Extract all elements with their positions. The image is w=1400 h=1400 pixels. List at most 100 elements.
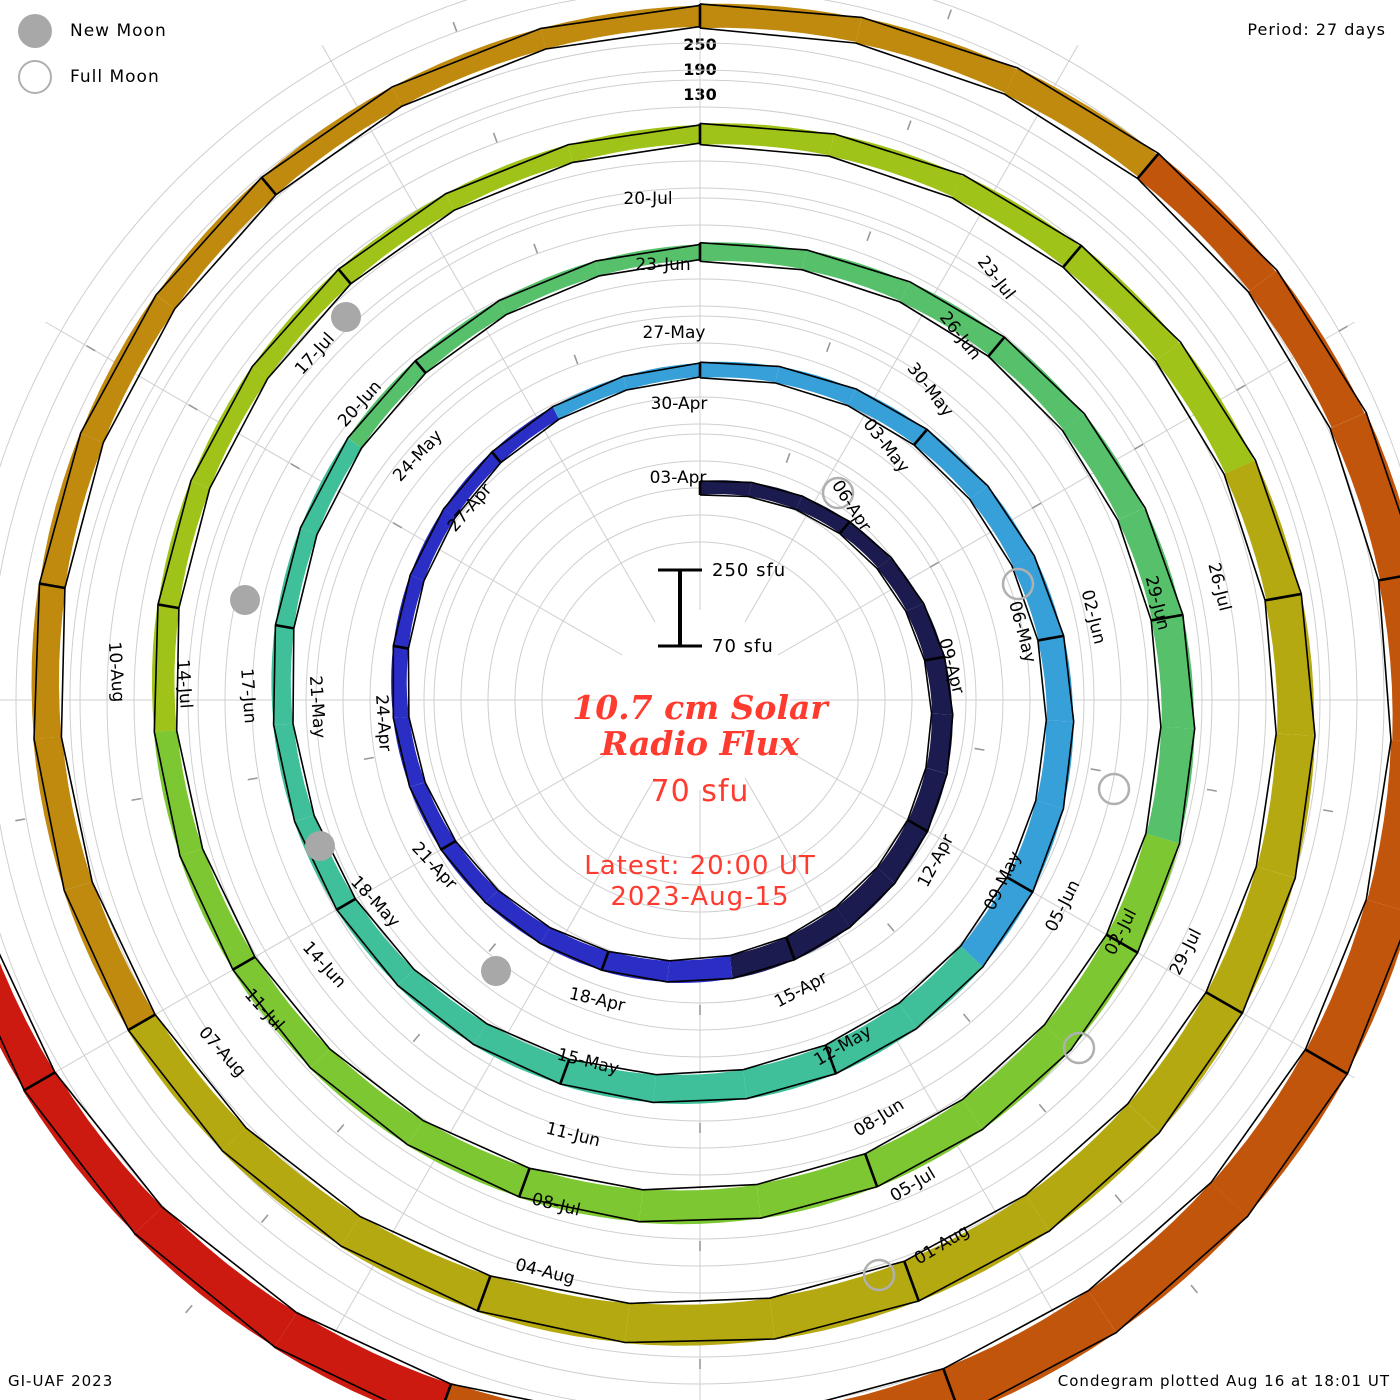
day-tick — [942, 1368, 957, 1400]
day-tick — [1304, 1048, 1349, 1075]
period-label: Period: 27 days — [1247, 20, 1386, 39]
date-label: 15-Apr — [771, 968, 831, 1012]
minor-tick — [785, 453, 791, 463]
spiral-segment — [748, 482, 803, 510]
minor-tick — [929, 561, 940, 568]
footer-timestamp: Condegram plotted Aug 16 at 18:01 UT — [1057, 1372, 1390, 1390]
spiral-segment — [847, 389, 927, 445]
spiral-segment — [393, 574, 425, 649]
spiral-segment — [31, 583, 66, 739]
spiral-segment — [445, 1382, 512, 1400]
spiral-segment — [273, 1311, 451, 1400]
scale-bar-icon — [658, 568, 702, 648]
date-label: 11-Jun — [544, 1119, 602, 1152]
footer-credit: GI-UAF 2023 — [8, 1372, 114, 1390]
spiral-segment — [1211, 1049, 1348, 1217]
spiral-segment — [962, 1024, 1071, 1130]
spiral-segment — [836, 867, 895, 928]
spiral-segment — [595, 244, 700, 276]
spiral-segment — [667, 955, 733, 983]
date-label: 14-Jul — [172, 659, 195, 710]
date-label: 21-May — [305, 675, 329, 739]
spiral-segment — [802, 249, 910, 301]
full-moon-marker — [1062, 1031, 1096, 1065]
current-value: 70 sfu — [650, 774, 750, 809]
spiral-segment — [825, 1003, 917, 1074]
day-tick — [443, 1383, 453, 1400]
minor-tick — [336, 1123, 345, 1133]
day-tick — [476, 1275, 492, 1312]
spiral-segment — [786, 907, 850, 960]
day-tick — [490, 451, 502, 464]
spiral-segment — [309, 1048, 424, 1145]
spiral-segment — [1330, 412, 1400, 581]
moon-phase-legend: New Moon Full Moon — [18, 8, 167, 100]
spiral-segment — [391, 645, 409, 718]
spiral-segment — [899, 281, 1004, 356]
spiral-segment — [499, 260, 600, 315]
spiral-segment — [1248, 270, 1365, 428]
spiral-segment — [1036, 720, 1074, 809]
spiral-segment — [340, 1215, 491, 1311]
spiral-segment — [0, 963, 55, 1091]
day-tick — [414, 359, 427, 374]
minor-tick — [86, 345, 96, 352]
minor-tick — [1338, 325, 1348, 332]
band-edge — [272, 243, 1075, 1104]
minor-tick — [887, 923, 895, 932]
day-tick — [1062, 244, 1083, 269]
minor-tick — [260, 1214, 269, 1224]
day-tick — [440, 839, 457, 851]
spiral-segment — [294, 815, 356, 910]
day-tick — [924, 655, 945, 662]
minor-tick — [573, 354, 579, 365]
spiral-segment — [865, 1099, 983, 1188]
spiral-segment — [273, 723, 315, 822]
spiral-segment — [271, 625, 295, 725]
spiral-segment — [407, 1120, 530, 1197]
spiral-segment — [700, 242, 807, 269]
spiral-segment — [1306, 899, 1400, 1074]
spiral-segment — [1037, 635, 1074, 722]
spiral-segment — [1117, 508, 1182, 621]
spiral-segment — [729, 937, 795, 979]
minor-tick — [15, 818, 26, 822]
date-label: 24-Apr — [371, 694, 395, 752]
spiral-segment — [539, 927, 609, 971]
day-tick — [260, 176, 277, 196]
day-tick — [785, 936, 796, 961]
date-label: 17-Jun — [236, 668, 260, 725]
day-tick — [1136, 152, 1160, 180]
legend-label-full-moon: Full Moon — [70, 67, 160, 87]
minor-tick — [363, 756, 374, 761]
new-moon-marker — [481, 956, 511, 986]
spiral-segment — [700, 480, 752, 497]
band-edge — [60, 25, 1278, 1305]
spiral-segment — [1151, 614, 1194, 729]
spiral-segment — [440, 840, 499, 903]
day-tick — [824, 1044, 838, 1075]
minor-tick — [1236, 384, 1246, 391]
spiral-segment — [80, 294, 176, 443]
day-tick — [1264, 592, 1302, 602]
spiral-segment — [552, 376, 627, 420]
spiral-segment — [1063, 245, 1180, 360]
latest-time: Latest: 20:00 UT — [584, 851, 816, 881]
spiral-segment — [914, 429, 987, 499]
spiral-segment — [156, 177, 277, 309]
new-moon-marker — [331, 302, 361, 332]
date-label: 03-Apr — [650, 468, 707, 488]
spiral-segment — [1206, 866, 1296, 1013]
spiral-segment — [221, 1127, 361, 1246]
spiral-segment — [410, 508, 456, 581]
spiral-segment — [158, 480, 211, 609]
spiral-segment — [828, 133, 964, 197]
spiral-segment — [445, 144, 573, 211]
day-tick — [987, 336, 1006, 358]
spiral-segment — [842, 1368, 955, 1400]
spiral-segment — [252, 269, 351, 379]
spiral-segment — [518, 1167, 643, 1222]
minor-tick — [1031, 502, 1042, 509]
spiral-segment — [559, 1058, 657, 1103]
